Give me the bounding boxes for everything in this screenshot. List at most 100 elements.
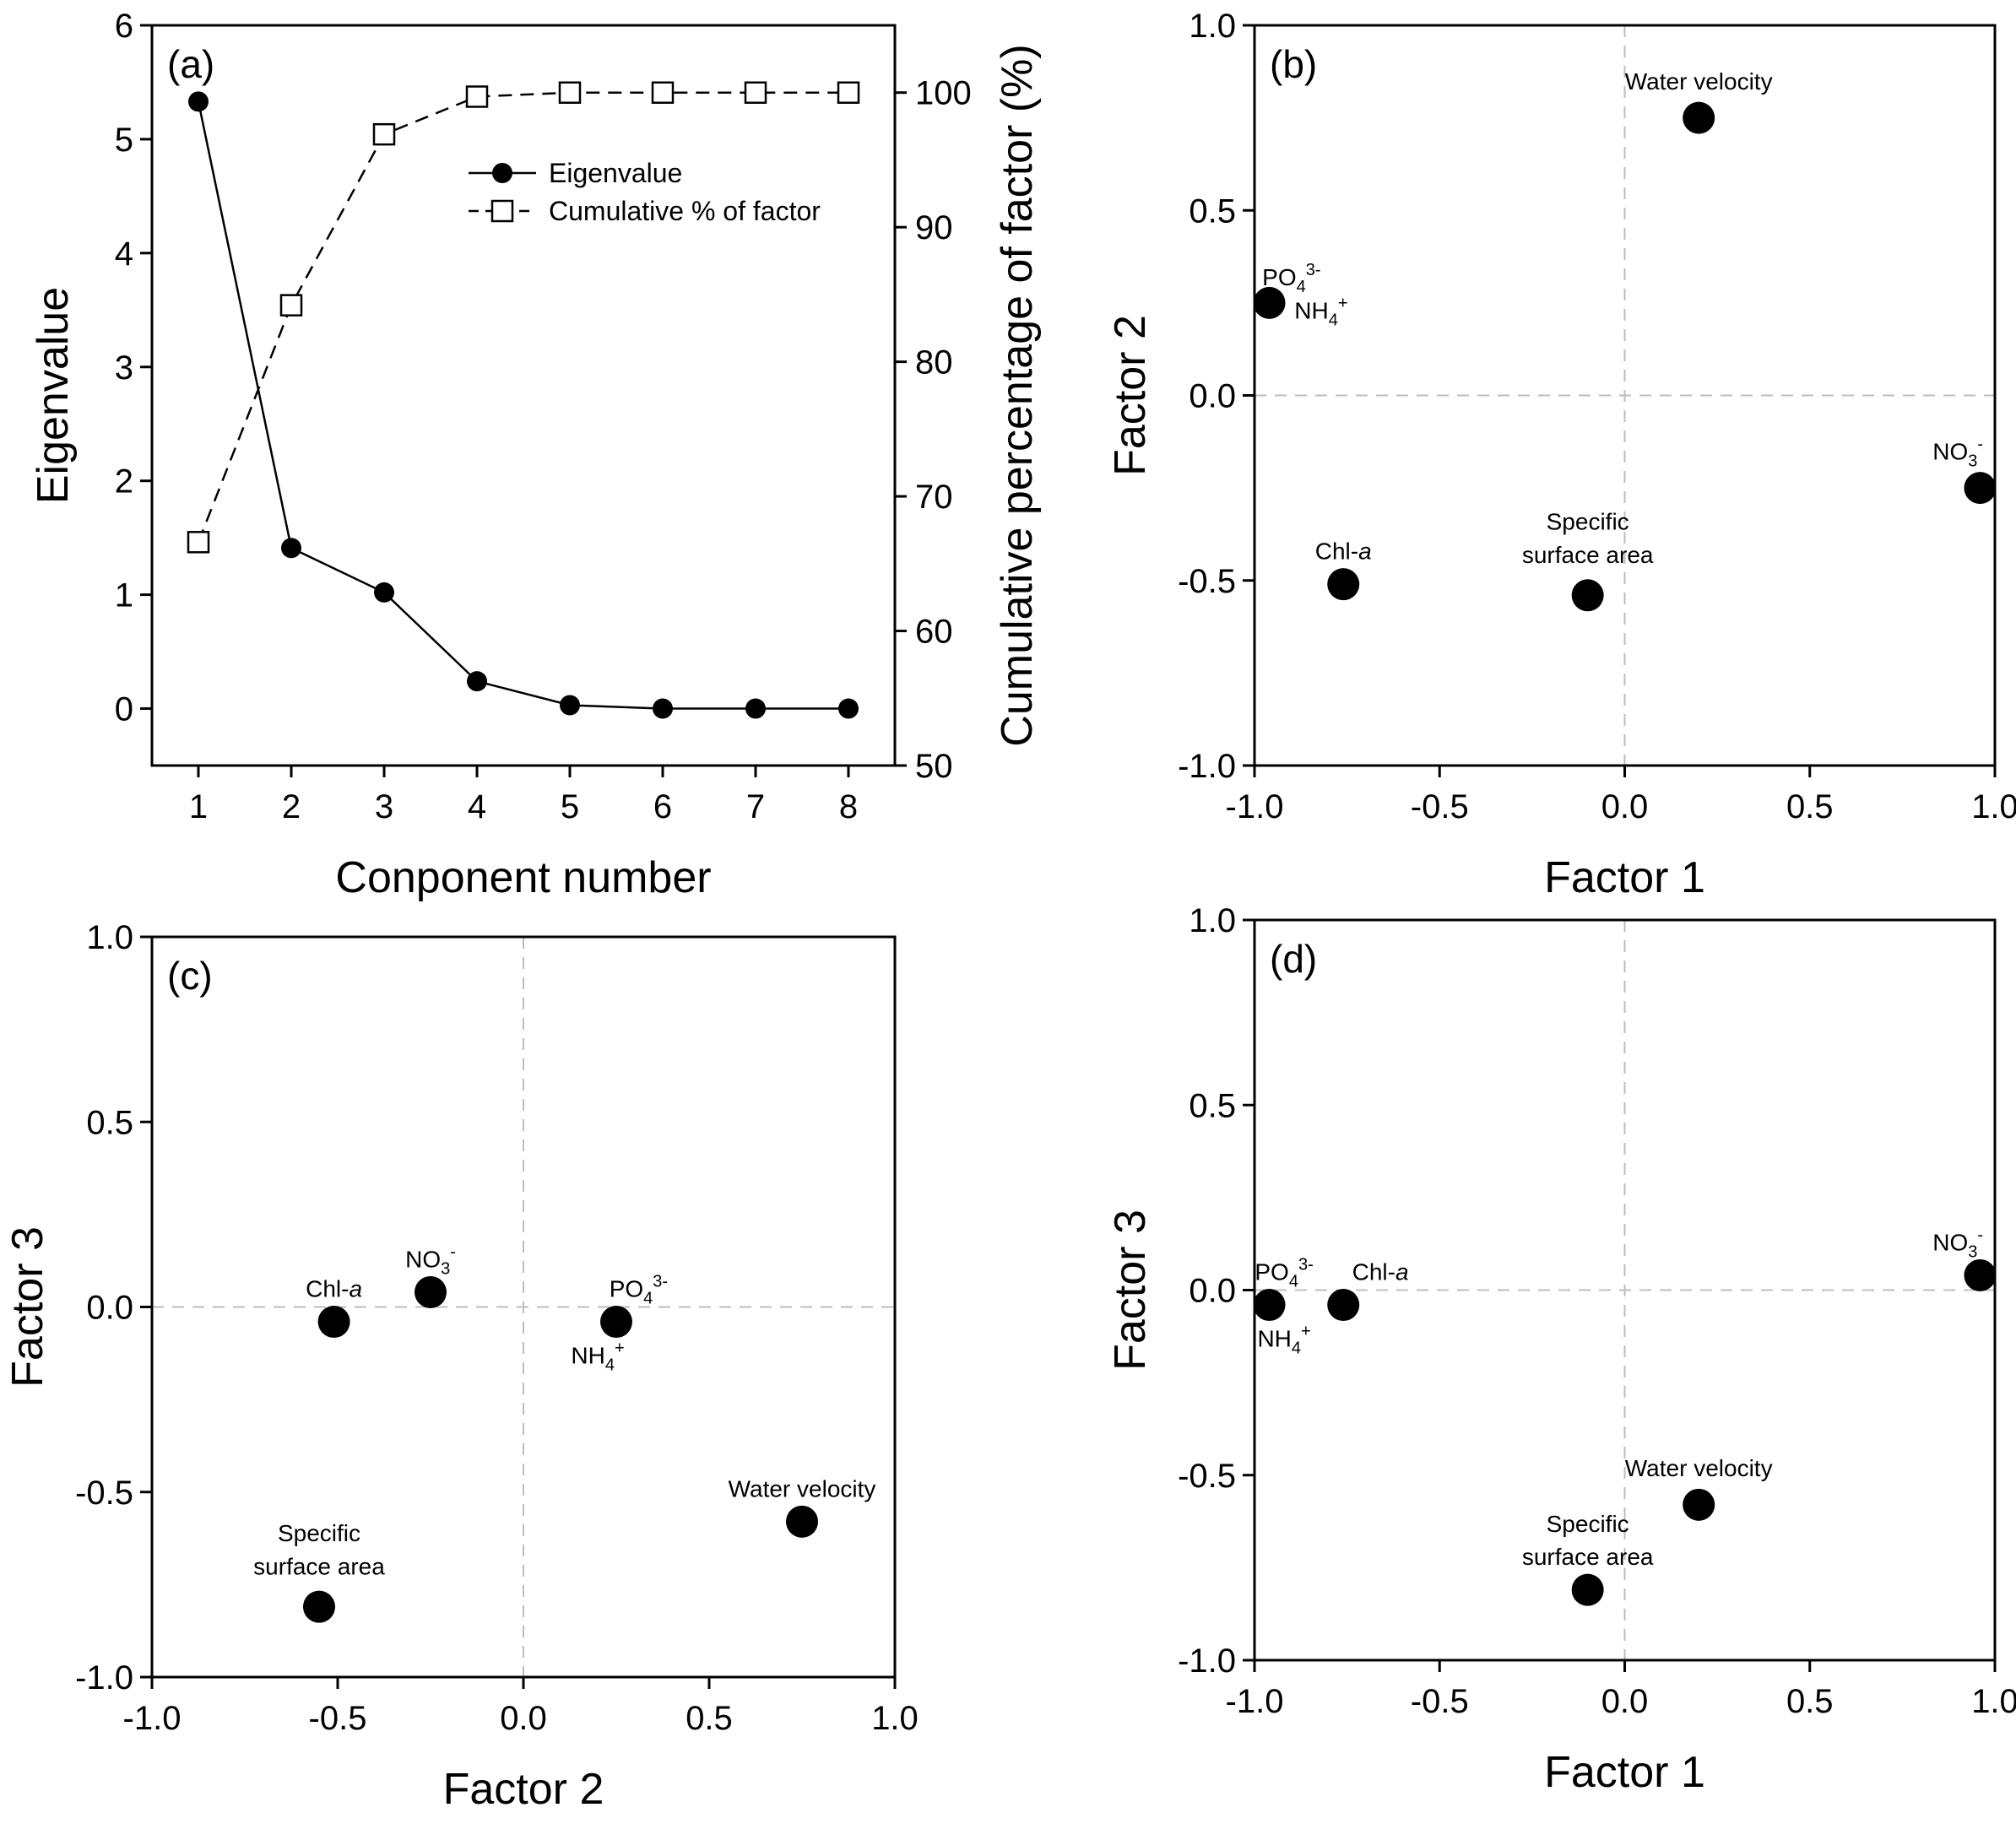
x-tick-label: 0.0 xyxy=(1601,788,1649,825)
data-point xyxy=(1253,286,1286,319)
legend-marker-eigenvalue xyxy=(492,163,512,183)
x-tick-label: 1.0 xyxy=(1971,1683,2016,1720)
panel-label: (b) xyxy=(1270,42,1317,86)
cumulative-point xyxy=(465,85,489,108)
eigenvalue-point xyxy=(745,698,766,719)
panel-label: (a) xyxy=(167,42,214,86)
point-label: Chl-a xyxy=(306,1276,362,1302)
point-label: Water velocity xyxy=(729,1475,876,1502)
cumulative-point xyxy=(558,81,582,104)
x-tick-label: 1.0 xyxy=(1971,788,2016,825)
data-point xyxy=(1964,472,1997,505)
point-label: Water velocity xyxy=(1625,68,1773,95)
y-tick-label: 0 xyxy=(115,691,133,728)
y-axis-label: Factor 3 xyxy=(3,1226,52,1388)
data-point xyxy=(786,1505,818,1538)
panel-c: -1.0 -0.5 0.0 0.5 1.0 -1.0 -0.5 0.0 0.5 1.0 Factor… xyxy=(3,919,919,1814)
y-tick-label: -1.0 xyxy=(1178,1642,1236,1680)
y-tick-label: 0.0 xyxy=(1189,1273,1236,1310)
y-tick-label: 1.0 xyxy=(1189,8,1236,45)
x-tick-label: 1.0 xyxy=(871,1700,919,1737)
x-tick-label: 7 xyxy=(746,788,765,825)
cumulative-point xyxy=(744,81,767,104)
point-label: Chl-a xyxy=(1315,538,1372,565)
y-tick-label: -0.5 xyxy=(75,1475,133,1512)
point-label: surface area xyxy=(1522,1544,1654,1570)
data-point xyxy=(415,1275,447,1308)
data-point xyxy=(1683,101,1715,134)
point-label: NH4+ xyxy=(1294,295,1347,330)
point-label: Chl-a xyxy=(1352,1259,1409,1285)
point-label: PO43- xyxy=(610,1273,668,1308)
data-point xyxy=(1327,1289,1360,1322)
x-tick-label: 6 xyxy=(653,788,672,825)
y-tick-label: 2 xyxy=(115,463,133,501)
y-tick-label: 3 xyxy=(115,349,133,387)
data-point xyxy=(317,1306,350,1339)
legend-label-eigenvalue: Eigenvalue xyxy=(549,158,682,188)
y-tick-label: -1.0 xyxy=(1178,748,1236,785)
y2-tick-label: 80 xyxy=(915,344,953,381)
eigenvalue-point xyxy=(281,538,301,559)
point-label: Specific xyxy=(1547,509,1629,535)
y-tick-label: 1 xyxy=(115,577,133,614)
y-tick-label: 4 xyxy=(115,235,133,273)
eigenvalue-point xyxy=(560,695,580,716)
y2-tick-label: 50 xyxy=(915,748,953,785)
point-label: Specific xyxy=(278,1520,360,1546)
x-tick-label: -0.5 xyxy=(1411,788,1469,825)
x-axis-label: Factor 1 xyxy=(1544,853,1705,902)
y-axis-label: Factor 3 xyxy=(1106,1209,1155,1371)
panel-b: -1.0 -0.5 0.0 0.5 1.0 -1.0 -0.5 0.0 0.5 1.0 Factor… xyxy=(1106,8,2016,902)
x-tick-label: 1 xyxy=(189,788,208,825)
y-tick-label: 0.5 xyxy=(1189,192,1236,230)
legend-marker-cumulative xyxy=(490,199,514,223)
y-tick-label: -0.5 xyxy=(1178,1458,1236,1495)
x-tick-label: -1.0 xyxy=(1226,788,1284,825)
series-line-0 xyxy=(197,101,848,710)
point-label: Specific xyxy=(1547,1511,1629,1537)
y2-tick-label: 100 xyxy=(915,75,972,112)
cumulative-point xyxy=(187,531,210,554)
y-tick-label: 1.0 xyxy=(1189,902,1236,939)
y2-axis-label: Cumulative percentage of factor (%) xyxy=(993,44,1042,746)
point-label: surface area xyxy=(253,1553,385,1579)
x-tick-label: -1.0 xyxy=(1226,1683,1284,1720)
x-axis-label: Factor 1 xyxy=(1544,1748,1705,1797)
eigenvalue-point xyxy=(374,582,394,603)
cumulative-point xyxy=(651,81,675,104)
cumulative-point xyxy=(837,81,860,104)
cumulative-point xyxy=(372,122,396,146)
panel-label: (c) xyxy=(167,954,213,998)
data-point xyxy=(1571,579,1604,612)
point-label: surface area xyxy=(1522,542,1654,568)
x-tick-label: -0.5 xyxy=(309,1700,367,1737)
x-tick-label: 8 xyxy=(839,788,858,825)
y2-tick-label: 90 xyxy=(915,209,953,246)
x-tick-label: 0.5 xyxy=(686,1700,733,1737)
eigenvalue-point xyxy=(653,698,673,719)
point-label: PO43- xyxy=(1262,261,1320,296)
legend-label-cumulative: Cumulative % of factor xyxy=(549,196,821,226)
y2-tick-label: 60 xyxy=(915,614,953,651)
plot-frame xyxy=(150,24,897,767)
data-point xyxy=(1571,1573,1604,1606)
data-point xyxy=(1253,1289,1286,1322)
series-line-1 xyxy=(197,91,848,543)
y-tick-label: -0.5 xyxy=(1178,563,1236,600)
x-axis-label: Factor 2 xyxy=(443,1765,604,1814)
data-point xyxy=(1964,1258,1997,1291)
cumulative-point xyxy=(279,294,303,317)
x-tick-label: -1.0 xyxy=(123,1700,182,1737)
panel-label: (d) xyxy=(1270,937,1317,981)
y-axis-label: Factor 2 xyxy=(1106,315,1155,476)
y-axis-label: Eigenvalue xyxy=(29,287,78,504)
x-tick-label: 3 xyxy=(375,788,393,825)
y-tick-label: 6 xyxy=(115,8,133,45)
point-label: NH4+ xyxy=(571,1339,624,1375)
x-tick-label: 4 xyxy=(468,788,486,825)
point-label: NH4+ xyxy=(1257,1323,1310,1358)
data-point xyxy=(600,1306,632,1339)
